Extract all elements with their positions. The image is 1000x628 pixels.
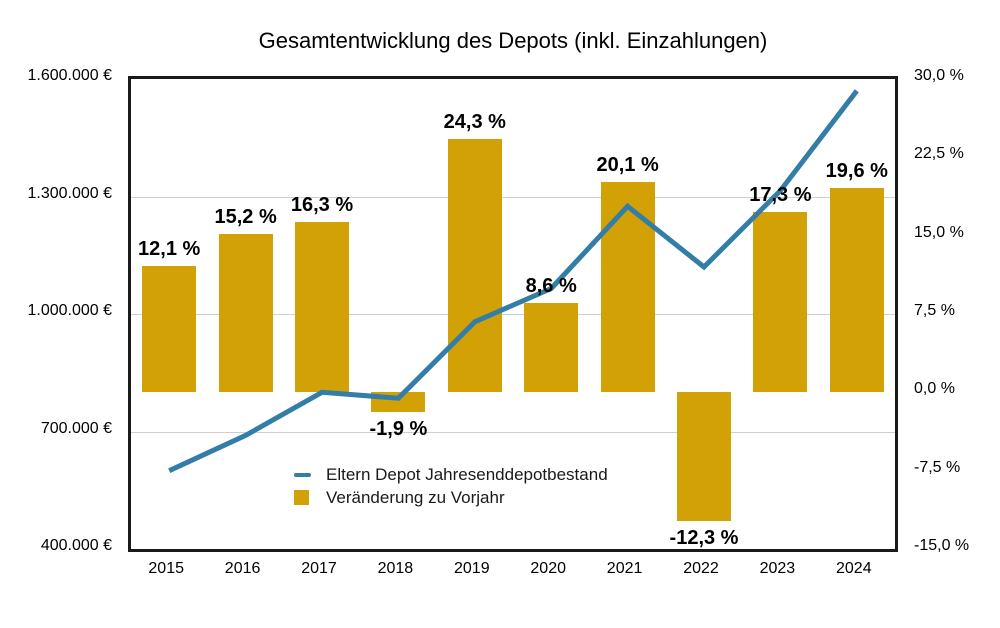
x-axis-tick-label: 2016	[224, 560, 261, 577]
left-axis-tick-label: 1.000.000 €	[27, 302, 112, 319]
right-axis-tick-label: 22,5 %	[914, 145, 964, 163]
left-axis-tick-label: 1.600.000 €	[27, 67, 112, 84]
bar	[218, 233, 273, 393]
bar-data-label: 8,6 %	[525, 274, 577, 297]
legend-label-line: Eltern Depot Jahresenddepotbestand	[326, 464, 608, 484]
gridline	[131, 196, 895, 198]
right-axis-tick-label: -7,5 %	[914, 458, 961, 476]
bar-data-label: -12,3 %	[669, 526, 739, 549]
depot-line	[168, 89, 859, 473]
gridline	[131, 314, 895, 315]
plot-inner: 12,1 % 15,2 % 16,3 % -1,9 % 24,3 % 8,6 % 20,1 …	[131, 79, 895, 549]
bar	[677, 392, 731, 521]
legend-item-bar: Veränderung zu Vorjahr	[294, 486, 608, 509]
right-axis-tick-label: -15,0 %	[914, 537, 970, 554]
bar-data-label: 12,1 %	[138, 237, 201, 260]
right-axis-tick-label: 7,5 %	[914, 302, 955, 319]
x-axis-tick-label: 2020	[530, 560, 566, 577]
x-axis-tick-label: 2015	[148, 560, 184, 577]
bar-data-label: 24,3 %	[443, 110, 506, 133]
gridline	[131, 431, 895, 433]
bar	[142, 265, 197, 393]
x-axis-tick-label: 2021	[606, 560, 643, 577]
x-axis-tick-label: 2022	[683, 560, 719, 577]
chart-title: Gesamtentwicklung des Depots (inkl. Einz…	[258, 28, 768, 53]
legend-item-line: Eltern Depot Jahresenddepotbestand	[294, 463, 608, 486]
bar	[753, 211, 808, 393]
legend: Eltern Depot Jahresenddepotbestand Verän…	[294, 463, 608, 509]
bar	[295, 222, 349, 393]
legend-label-bar: Veränderung zu Vorjahr	[326, 487, 505, 507]
right-axis-tick-label: 15,0 %	[914, 223, 964, 241]
right-axis-tick-label: 0,0 %	[914, 380, 955, 398]
plot-area: 12,1 % 15,2 % 16,3 % -1,9 % 24,3 % 8,6 % 20,1 …	[128, 76, 898, 552]
bar-data-label: 19,6 %	[825, 159, 888, 182]
x-axis-tick-label: 2018	[377, 560, 414, 577]
line-swatch-icon	[294, 472, 314, 477]
left-axis-tick-label: 1.300.000 €	[27, 184, 112, 202]
depot-line-path	[168, 89, 859, 473]
left-axis-tick-label: 400.000 €	[40, 537, 112, 554]
x-axis-tick-label: 2024	[836, 560, 872, 577]
bar-data-label: -1,9 %	[369, 418, 428, 441]
left-axis-tick-label: 700.000 €	[40, 419, 112, 437]
bar	[600, 182, 655, 393]
bar-data-label: 20,1 %	[596, 154, 659, 177]
bar	[829, 187, 884, 393]
x-axis-tick-label: 2023	[759, 560, 796, 577]
right-axis-tick-label: 30,0 %	[914, 67, 964, 84]
bar-data-label: 16,3 %	[290, 194, 354, 217]
bar	[524, 302, 579, 393]
bar-swatch-icon	[294, 490, 314, 505]
bar-data-label: 17,3 %	[749, 183, 812, 206]
bar	[447, 138, 502, 393]
bar-data-label: 15,2 %	[214, 205, 277, 228]
x-axis-tick-label: 2017	[301, 560, 337, 577]
x-axis-tick-label: 2019	[454, 560, 490, 577]
